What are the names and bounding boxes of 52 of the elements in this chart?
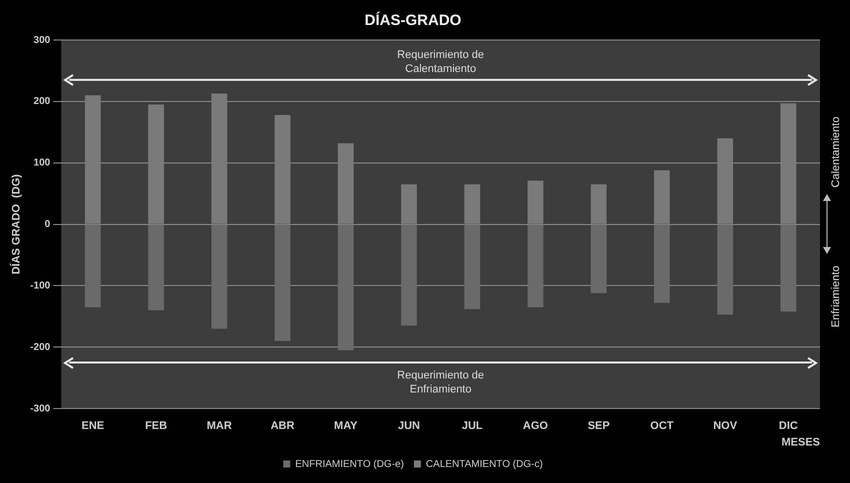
legend-label: ENFRIAMIENTO (DG-e): [295, 458, 404, 470]
x-tick-label: FEB: [145, 420, 168, 432]
bar: [590, 184, 607, 224]
bar: [148, 104, 164, 224]
y-tick-label: 0: [44, 219, 51, 230]
bar: [84, 224, 101, 308]
y-tick-label: -100: [30, 280, 51, 292]
bar: [780, 103, 796, 224]
text: Enfriamiento: [830, 266, 842, 328]
x-tick-label: OCT: [650, 420, 674, 432]
x-tick-label: NOV: [713, 420, 738, 432]
bar: [464, 184, 480, 224]
bar: [211, 93, 228, 224]
x-tick-label: ABR: [270, 420, 294, 432]
y-axis-title: DÍAS GRADO (DG): [10, 174, 23, 274]
bar: [401, 184, 417, 224]
y-tick-label: 100: [34, 158, 51, 169]
bar: [401, 224, 417, 326]
bar: [590, 224, 607, 294]
bar: [464, 224, 480, 310]
bar: [717, 224, 734, 315]
x-tick-label: MAY: [334, 420, 358, 432]
text: Calentamiento: [830, 116, 842, 188]
x-tick-label: JUL: [462, 420, 483, 432]
bar: [528, 180, 544, 224]
y-tick-label: 200: [34, 96, 51, 108]
x-tick-label: JUN: [398, 420, 420, 432]
y-tick-label: -300: [30, 403, 51, 414]
legend-label: CALENTAMIENTO (DG-c): [426, 458, 543, 470]
x-tick-label: SEP: [588, 420, 610, 432]
x-tick-label: ENE: [82, 420, 104, 432]
y-tick-label: -200: [30, 342, 51, 353]
y-tick-label: 300: [34, 34, 51, 46]
chart-title: DÍAS-GRADO: [364, 11, 462, 30]
x-tick-label: MAR: [206, 420, 232, 432]
x-axis-title: MESES: [781, 436, 820, 448]
bar: [338, 224, 354, 350]
bar: [654, 224, 670, 303]
x-tick-label: AGO: [522, 420, 548, 432]
bar: [338, 143, 354, 224]
x-tick-label: DIC: [778, 420, 798, 432]
bar: [717, 138, 734, 224]
bar: [780, 224, 796, 312]
bar: [84, 95, 101, 224]
ref-line-label: Requerimiento de Enfriamiento: [397, 370, 484, 396]
bar: [528, 224, 544, 308]
bar: [211, 224, 228, 329]
bar: [274, 114, 290, 224]
ref-line-label: Requerimiento de Calentamiento: [397, 48, 484, 75]
bar: [654, 170, 670, 224]
bar: [274, 224, 290, 342]
bar: [148, 224, 164, 310]
